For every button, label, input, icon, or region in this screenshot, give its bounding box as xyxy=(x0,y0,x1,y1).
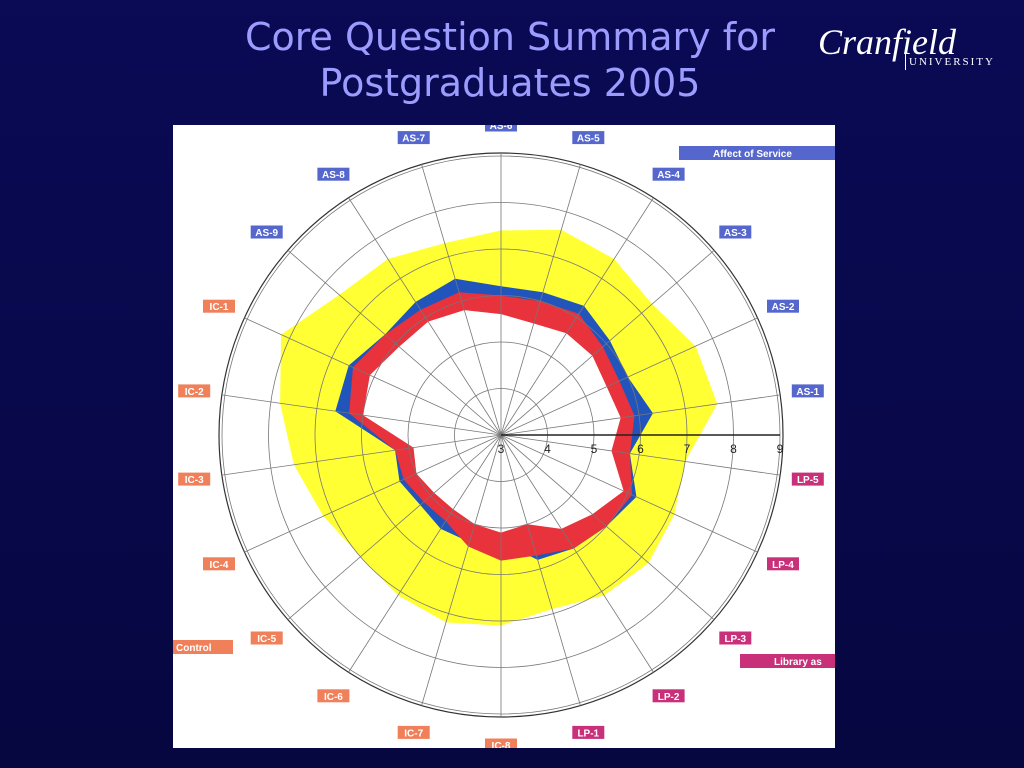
scale-tick-label: 9 xyxy=(777,442,784,456)
category-label-box xyxy=(203,557,235,571)
category-label: AS-1 xyxy=(796,387,819,398)
legend-control-box xyxy=(173,640,233,654)
category-label: IC-4 xyxy=(210,560,229,571)
slide-title: Core Question Summary for Postgraduates … xyxy=(200,14,820,106)
scale-tick-label: 6 xyxy=(637,442,644,456)
inner-white-area xyxy=(362,310,624,533)
category-label-box xyxy=(572,725,605,739)
radar-chart-panel: 3 4 5 6 7 8 9 AS-6 AS-5 AS-4 AS-3 AS-2 AS-1 LP-5 LP-4 L… xyxy=(173,125,835,748)
grid-spoke xyxy=(421,434,502,706)
category-label-box xyxy=(719,225,752,239)
category-label-box xyxy=(791,472,824,486)
category-label: IC-7 xyxy=(404,728,423,739)
category-label: AS-8 xyxy=(322,170,345,181)
category-label: IC-1 xyxy=(210,302,229,313)
category-label: AS-5 xyxy=(577,134,600,145)
category-label: AS-6 xyxy=(490,125,513,132)
category-label-box xyxy=(317,689,350,703)
category-label: LP-2 xyxy=(658,692,680,703)
category-label: AS-2 xyxy=(772,302,795,313)
logo-name: Cranfield xyxy=(818,22,957,62)
legend-affect-of-service-label: Affect of Service xyxy=(713,149,792,160)
category-label-box xyxy=(652,167,685,181)
scale-tick-label: 4 xyxy=(544,442,551,456)
grid-spoke xyxy=(500,164,581,436)
grid-spoke xyxy=(500,317,758,436)
scale-tick-label: 5 xyxy=(591,442,598,456)
category-label-box xyxy=(572,131,605,145)
grid-spoke xyxy=(500,197,654,436)
category-label: IC-5 xyxy=(257,634,276,645)
category-label-box xyxy=(767,557,799,571)
grid-spoke xyxy=(500,434,758,553)
grid-spoke xyxy=(348,197,502,436)
category-label-box xyxy=(485,738,517,748)
grid-spoke xyxy=(221,394,502,436)
category-label: LP-3 xyxy=(724,634,746,645)
grid-spoke xyxy=(500,434,781,476)
category-label: IC-2 xyxy=(185,387,204,398)
category-label: AS-7 xyxy=(402,134,425,145)
logo-subtitle: UNIVERSITY xyxy=(909,56,995,68)
category-label-box xyxy=(250,631,283,645)
category-label: IC-8 xyxy=(492,741,511,748)
legend-library-as-label: Library as xyxy=(774,657,822,668)
scale-tick-label: 8 xyxy=(730,442,737,456)
category-label-box xyxy=(397,725,430,739)
scale-tick-label: 7 xyxy=(684,442,691,456)
grid-spoke xyxy=(500,394,781,436)
category-label-box xyxy=(767,299,799,313)
logo-divider xyxy=(905,52,906,70)
grid-spoke xyxy=(244,317,502,436)
legend-control-label: Control xyxy=(176,643,212,654)
legend-affect-of-service-box xyxy=(679,146,835,160)
grid-spoke xyxy=(421,164,502,436)
category-label-box xyxy=(317,167,350,181)
grid-spoke xyxy=(500,434,715,620)
category-label-box xyxy=(485,125,517,132)
category-label: LP-5 xyxy=(797,475,819,486)
slide-title-line-1: Core Question Summary for xyxy=(244,15,776,59)
legend-library-as-box xyxy=(740,654,835,668)
grid-spoke xyxy=(500,434,581,706)
category-label: AS-3 xyxy=(724,228,747,239)
category-label: IC-6 xyxy=(324,692,343,703)
category-label: IC-3 xyxy=(185,475,204,486)
grid-spoke xyxy=(221,434,502,476)
grid-spoke xyxy=(287,434,502,620)
category-label-box xyxy=(652,689,685,703)
radar-chart: 3 4 5 6 7 8 9 AS-6 AS-5 AS-4 AS-3 AS-2 AS-1 LP-5 LP-4 L… xyxy=(173,125,835,748)
slide-title-line-2: Postgraduates 2005 xyxy=(319,61,701,105)
category-label: LP-4 xyxy=(772,560,794,571)
category-label-box xyxy=(791,384,824,398)
grid-spoke xyxy=(348,434,502,673)
cranfield-logo: Cranfield UNIVERSITY xyxy=(818,22,1003,74)
grid-spoke xyxy=(500,434,654,673)
category-label-box xyxy=(178,384,211,398)
scale-tick-label: 3 xyxy=(498,442,505,456)
category-label: AS-4 xyxy=(657,170,680,181)
category-label-box xyxy=(250,225,283,239)
category-label: LP-1 xyxy=(577,728,599,739)
grid-spoke xyxy=(287,250,502,436)
category-label-box xyxy=(203,299,235,313)
category-label-box xyxy=(397,131,430,145)
grid-spoke xyxy=(244,434,502,553)
grid-spoke xyxy=(500,250,715,436)
category-label: AS-9 xyxy=(255,228,278,239)
category-label-box xyxy=(719,631,752,645)
category-label-box xyxy=(178,472,211,486)
